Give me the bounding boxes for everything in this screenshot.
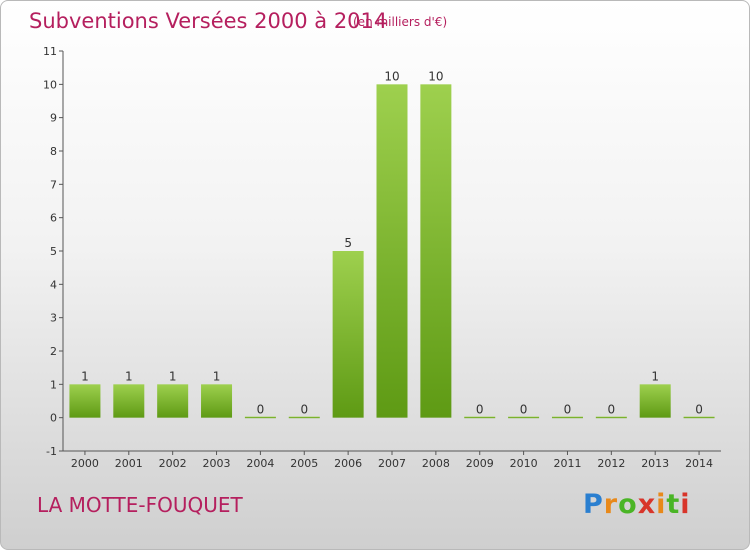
x-tick-label-2003: 2003: [203, 457, 231, 470]
bar-2007: [376, 84, 408, 418]
y-tick-label: 2: [50, 345, 57, 358]
chart-title: Subventions Versées 2000 à 2014: [29, 9, 388, 33]
bar-2009: [464, 416, 496, 419]
y-tick-label: 4: [50, 278, 57, 291]
bar-2003: [201, 384, 233, 418]
y-tick-label: 6: [50, 212, 57, 225]
y-tick-label: 1: [50, 378, 57, 391]
data-label-2010: 0: [520, 403, 528, 417]
x-tick-label-2000: 2000: [71, 457, 99, 470]
y-tick-label: 11: [43, 45, 57, 58]
proxiti-logo: Proxiti: [583, 489, 691, 520]
x-tick-label-2010: 2010: [510, 457, 538, 470]
chart-unit: (en milliers d'€): [353, 15, 448, 29]
bar-2010: [508, 416, 540, 419]
data-label-2000: 1: [81, 369, 89, 383]
y-tick-label: 3: [50, 312, 57, 325]
x-tick-label-2001: 2001: [115, 457, 143, 470]
y-tick-label: 0: [50, 412, 57, 425]
y-tick-label: 8: [50, 145, 57, 158]
x-tick-label-2008: 2008: [422, 457, 450, 470]
town-name: LA MOTTE-FOUQUET: [37, 493, 243, 517]
bar-2004: [244, 416, 276, 419]
x-tick-label-2013: 2013: [641, 457, 669, 470]
x-tick-label-2004: 2004: [246, 457, 274, 470]
y-tick-label: 7: [50, 178, 57, 191]
bar-2006: [332, 251, 364, 418]
data-label-2012: 0: [608, 403, 616, 417]
x-tick-label-2006: 2006: [334, 457, 362, 470]
data-label-2011: 0: [564, 403, 572, 417]
x-tick-label-2009: 2009: [466, 457, 494, 470]
data-label-2006: 5: [344, 236, 352, 250]
bar-2005: [288, 416, 320, 419]
bar-2013: [639, 384, 671, 418]
y-tick-label: -1: [46, 445, 57, 458]
bar-2008: [420, 84, 452, 418]
x-tick-label-2012: 2012: [597, 457, 625, 470]
data-label-2001: 1: [125, 369, 133, 383]
x-axis: 2000 2001 2002 2003 2004 2005 2006 2007 2008 2009…: [63, 450, 721, 470]
bar-2011: [551, 416, 583, 419]
y-tick-label: 10: [43, 78, 57, 91]
x-tick-label-2002: 2002: [159, 457, 187, 470]
y-tick-label: 5: [50, 245, 57, 258]
bars: [69, 84, 715, 419]
bar-2000: [69, 384, 101, 418]
bar-2001: [113, 384, 145, 418]
x-tick-label-2011: 2011: [553, 457, 581, 470]
x-tick-label-2005: 2005: [290, 457, 318, 470]
data-label-2005: 0: [300, 403, 308, 417]
y-axis: -1 0 1 2 3 4 5 6 7 8 9 10 11: [43, 45, 64, 458]
data-label-2004: 0: [257, 403, 265, 417]
bar-2014: [683, 416, 715, 419]
data-label-2003: 1: [213, 369, 221, 383]
data-label-2014: 0: [695, 403, 703, 417]
data-label-2013: 1: [651, 369, 659, 383]
data-label-2002: 1: [169, 369, 177, 383]
y-tick-label: 9: [50, 112, 57, 125]
data-label-2007: 10: [384, 69, 399, 83]
bar-2012: [595, 416, 627, 419]
x-tick-label-2007: 2007: [378, 457, 406, 470]
bar-2002: [157, 384, 189, 418]
data-label-2008: 10: [428, 69, 443, 83]
x-tick-label-2014: 2014: [685, 457, 713, 470]
data-label-2009: 0: [476, 403, 484, 417]
